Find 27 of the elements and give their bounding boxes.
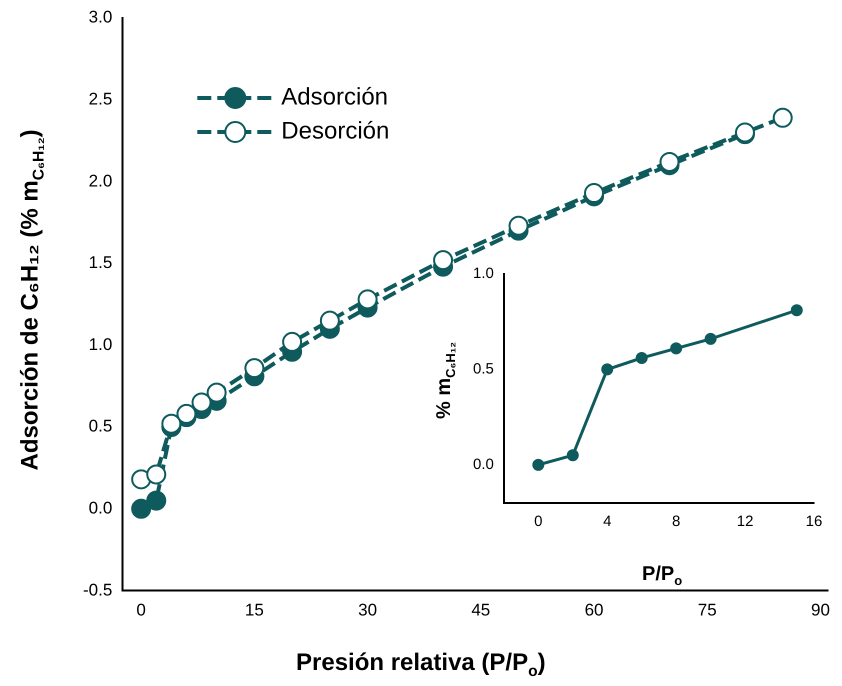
y-tick-label: 1.5 xyxy=(88,253,112,272)
x-tick-label: 0 xyxy=(136,600,146,620)
x-axis-title: Presión relativa (P/P$_{o}$) xyxy=(296,649,546,681)
x-tick-label: 30 xyxy=(358,600,378,620)
y-tick-label: 1.0 xyxy=(472,265,494,282)
y-tick-label: 0.5 xyxy=(472,360,494,378)
y-tick-label: 1.0 xyxy=(88,334,112,354)
x-tick-label: 60 xyxy=(584,600,604,620)
x-tick-label: 15 xyxy=(244,600,264,620)
y-tick-label: 0.0 xyxy=(88,498,112,518)
y-tick-label: 0.5 xyxy=(88,416,112,436)
x-tick-label: 75 xyxy=(698,600,717,620)
y-tick-label: 0.0 xyxy=(472,456,494,473)
x-tick-label: 0 xyxy=(534,513,542,530)
x-tick-label: 12 xyxy=(736,513,754,530)
y-tick-label: 2.5 xyxy=(88,89,112,108)
y-tick-label: 3.0 xyxy=(88,8,112,27)
y-tick-label: 2.0 xyxy=(88,171,112,190)
y-tick-label: -0.5 xyxy=(82,580,112,600)
x-tick-label: 16 xyxy=(806,513,822,530)
x-tick-label: 45 xyxy=(471,600,490,620)
legend-label: Desorción xyxy=(281,118,390,145)
legend-label: Adsorción xyxy=(281,84,388,111)
x-tick-label: 90 xyxy=(810,600,830,620)
x-tick-label: 8 xyxy=(672,513,680,530)
x-tick-label: 4 xyxy=(603,513,612,530)
x-axis-title: P/P$_{o}$ xyxy=(642,562,682,588)
